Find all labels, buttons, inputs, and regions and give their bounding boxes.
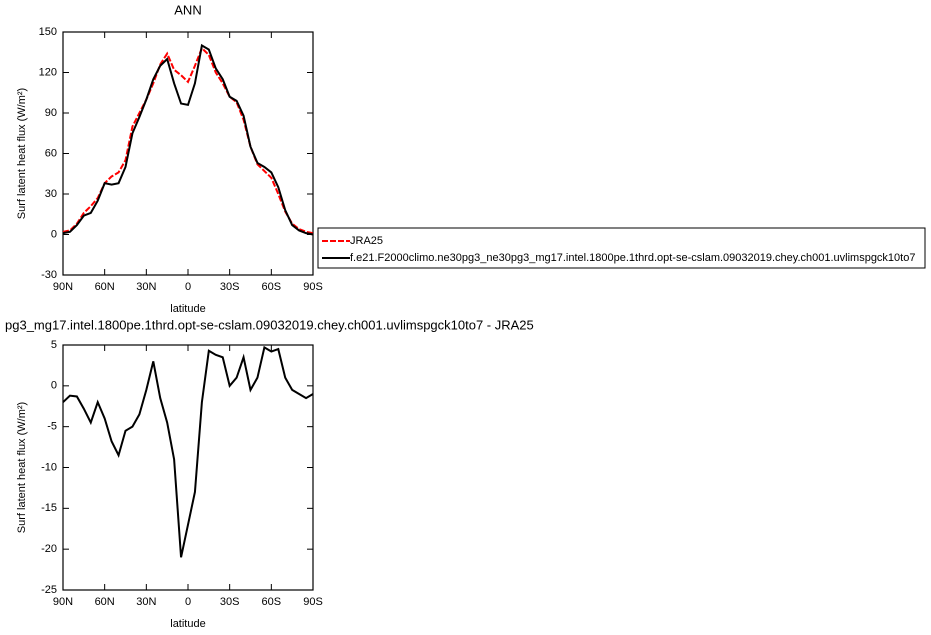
legend-label: JRA25 (350, 235, 383, 247)
x-tick-label: 60S (262, 281, 282, 293)
x-tick-label: 30S (220, 596, 240, 608)
legend-label: f.e21.F2000climo.ne30pg3_ne30pg3_mg17.in… (350, 252, 915, 264)
y-tick-label: -15 (41, 502, 57, 514)
y-tick-label: -20 (41, 543, 57, 555)
x-tick-label: 90N (53, 281, 73, 293)
y-tick-label: 90 (45, 107, 57, 119)
y-tick-label: 60 (45, 147, 57, 159)
x-tick-label: 60S (262, 596, 282, 608)
legend-box (317, 227, 926, 269)
y-tick-label: -30 (41, 269, 57, 281)
x-tick-label: 30N (136, 596, 156, 608)
x-tick-label: 30S (220, 281, 240, 293)
x-axis-label: latitude (170, 618, 205, 630)
y-tick-label: 30 (45, 188, 57, 200)
chart-title: pg3_mg17.intel.1800pe.1thrd.opt-se-cslam… (5, 317, 534, 332)
plot-frame (62, 344, 314, 591)
chart-title: ANN (174, 2, 201, 17)
x-tick-label: 90S (303, 281, 323, 293)
y-axis-label: Surf latent heat flux (W/m²) (16, 88, 28, 219)
y-tick-label: 5 (51, 339, 57, 351)
plot-frame (62, 31, 314, 276)
series-line (62, 46, 314, 235)
y-tick-label: 0 (51, 380, 57, 392)
y-tick-label: -10 (41, 461, 57, 473)
y-tick-label: 150 (39, 26, 57, 38)
y-tick-label: 0 (51, 228, 57, 240)
x-tick-label: 30N (136, 281, 156, 293)
y-tick-label: -25 (41, 584, 57, 596)
x-axis-label: latitude (170, 303, 205, 315)
series-line (62, 43, 314, 236)
y-tick-label: 120 (39, 66, 57, 78)
x-tick-label: 0 (185, 281, 191, 293)
x-tick-label: 0 (185, 596, 191, 608)
series-line (62, 345, 314, 558)
x-tick-label: 90N (53, 596, 73, 608)
y-axis-label: Surf latent heat flux (W/m²) (16, 402, 28, 533)
x-tick-label: 60N (95, 596, 115, 608)
x-tick-label: 60N (95, 281, 115, 293)
x-tick-label: 90S (303, 596, 323, 608)
y-tick-label: -5 (47, 421, 57, 433)
